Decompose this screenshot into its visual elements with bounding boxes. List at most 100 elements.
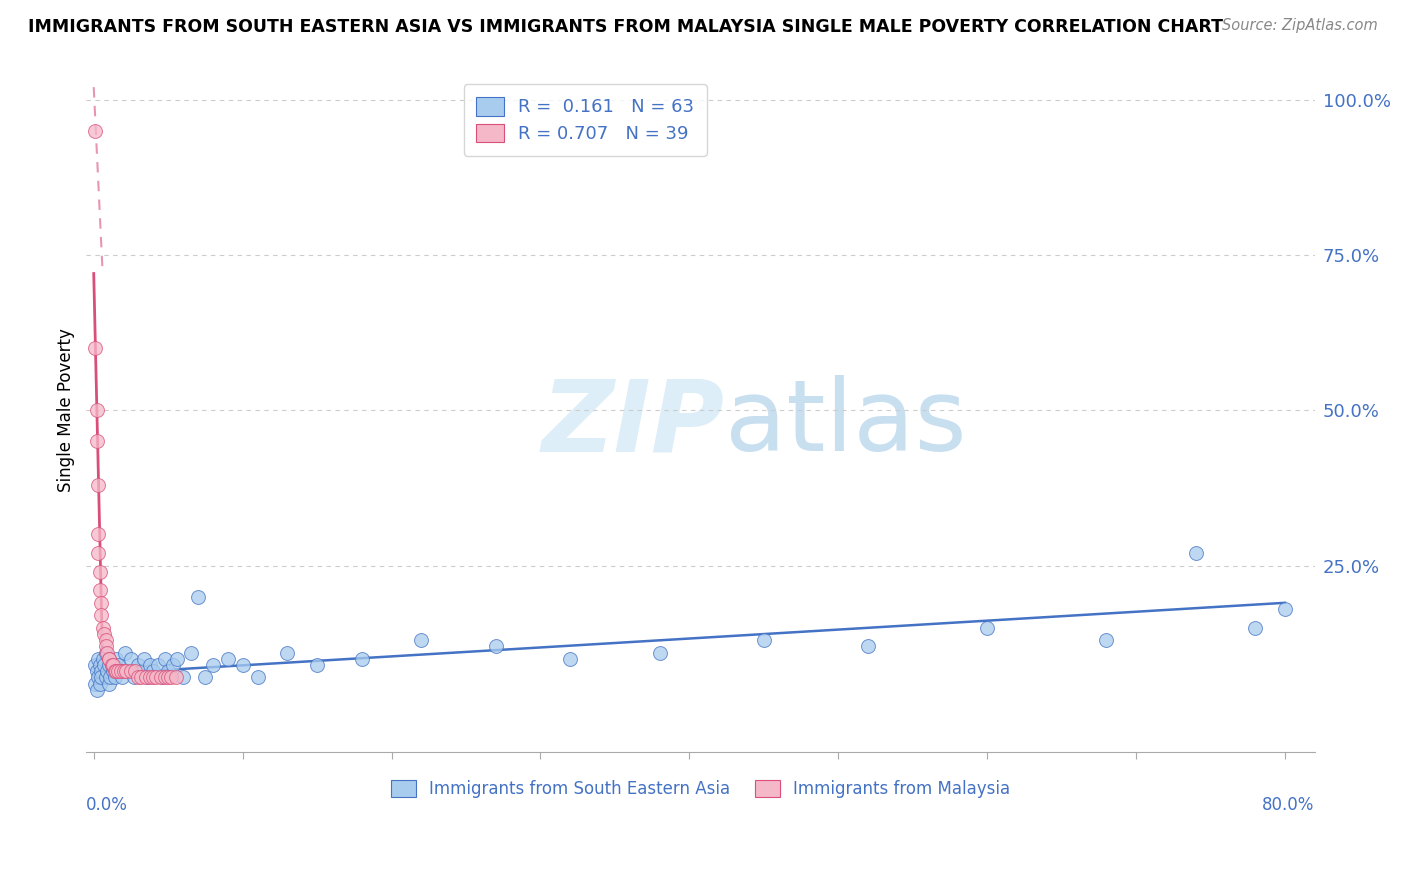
Point xyxy=(117,664,139,678)
Point xyxy=(120,651,142,665)
Point xyxy=(101,664,124,678)
Point xyxy=(89,565,111,579)
Point xyxy=(96,664,118,678)
Point xyxy=(100,657,122,672)
Point xyxy=(145,670,167,684)
Point xyxy=(201,657,224,672)
Point xyxy=(114,646,136,660)
Point xyxy=(187,590,209,604)
Point xyxy=(124,664,146,678)
Point xyxy=(127,670,149,684)
Point xyxy=(87,546,110,560)
Point xyxy=(350,651,373,665)
Text: Source: ZipAtlas.com: Source: ZipAtlas.com xyxy=(1222,18,1378,33)
Point xyxy=(86,434,108,449)
Point xyxy=(110,664,132,678)
Point xyxy=(217,651,239,665)
Point xyxy=(103,664,125,678)
Point xyxy=(153,670,176,684)
Point xyxy=(86,664,108,678)
Point xyxy=(149,670,172,684)
Point xyxy=(194,670,217,684)
Point xyxy=(560,651,582,665)
Point xyxy=(111,670,134,684)
Point xyxy=(90,664,112,678)
Y-axis label: Single Male Poverty: Single Male Poverty xyxy=(58,328,75,492)
Point xyxy=(91,621,114,635)
Point xyxy=(93,657,115,672)
Point xyxy=(90,608,112,623)
Text: 0.0%: 0.0% xyxy=(86,797,128,814)
Point xyxy=(1274,602,1296,616)
Point xyxy=(307,657,329,672)
Point xyxy=(120,664,142,678)
Point xyxy=(97,676,120,690)
Legend: Immigrants from South Eastern Asia, Immigrants from Malaysia: Immigrants from South Eastern Asia, Immi… xyxy=(384,773,1017,805)
Point xyxy=(131,664,153,678)
Point xyxy=(84,657,107,672)
Point xyxy=(135,670,157,684)
Point xyxy=(96,646,118,660)
Text: IMMIGRANTS FROM SOUTH EASTERN ASIA VS IMMIGRANTS FROM MALAYSIA SINGLE MALE POVER: IMMIGRANTS FROM SOUTH EASTERN ASIA VS IM… xyxy=(28,18,1223,36)
Point xyxy=(89,583,111,598)
Point xyxy=(136,670,159,684)
Point xyxy=(180,646,202,660)
Point xyxy=(157,670,180,684)
Point xyxy=(84,123,107,137)
Point xyxy=(97,657,120,672)
Point xyxy=(86,682,108,697)
Point xyxy=(139,657,162,672)
Point xyxy=(87,651,110,665)
Point xyxy=(485,640,508,654)
Point xyxy=(856,640,879,654)
Point xyxy=(752,633,775,648)
Text: ZIP: ZIP xyxy=(543,376,725,473)
Point xyxy=(246,670,269,684)
Point xyxy=(93,627,115,641)
Text: atlas: atlas xyxy=(725,376,967,473)
Point xyxy=(107,664,129,678)
Point xyxy=(1244,621,1267,635)
Point xyxy=(94,633,117,648)
Point xyxy=(153,651,176,665)
Point xyxy=(89,676,111,690)
Point xyxy=(232,657,254,672)
Point xyxy=(411,633,433,648)
Point xyxy=(107,657,129,672)
Point xyxy=(165,670,187,684)
Point xyxy=(1184,546,1206,560)
Point xyxy=(105,664,128,678)
Point xyxy=(84,676,107,690)
Point xyxy=(648,646,671,660)
Point xyxy=(98,670,121,684)
Point xyxy=(276,646,298,660)
Point xyxy=(976,621,998,635)
Point xyxy=(94,640,117,654)
Point xyxy=(110,664,132,678)
Point xyxy=(150,670,173,684)
Point xyxy=(146,657,169,672)
Point xyxy=(100,657,122,672)
Point xyxy=(142,670,165,684)
Point xyxy=(115,664,138,678)
Point xyxy=(89,657,111,672)
Point xyxy=(84,341,107,355)
Point xyxy=(97,651,120,665)
Point xyxy=(103,670,125,684)
Point xyxy=(90,670,112,684)
Point xyxy=(87,670,110,684)
Point xyxy=(105,651,128,665)
Point xyxy=(90,596,112,610)
Point xyxy=(127,657,149,672)
Point xyxy=(94,646,117,660)
Point xyxy=(131,670,153,684)
Point xyxy=(1095,633,1118,648)
Point xyxy=(142,664,165,678)
Point xyxy=(139,670,162,684)
Point xyxy=(112,664,135,678)
Point xyxy=(97,651,120,665)
Point xyxy=(94,670,117,684)
Point xyxy=(162,657,184,672)
Point xyxy=(87,477,110,491)
Point xyxy=(101,657,124,672)
